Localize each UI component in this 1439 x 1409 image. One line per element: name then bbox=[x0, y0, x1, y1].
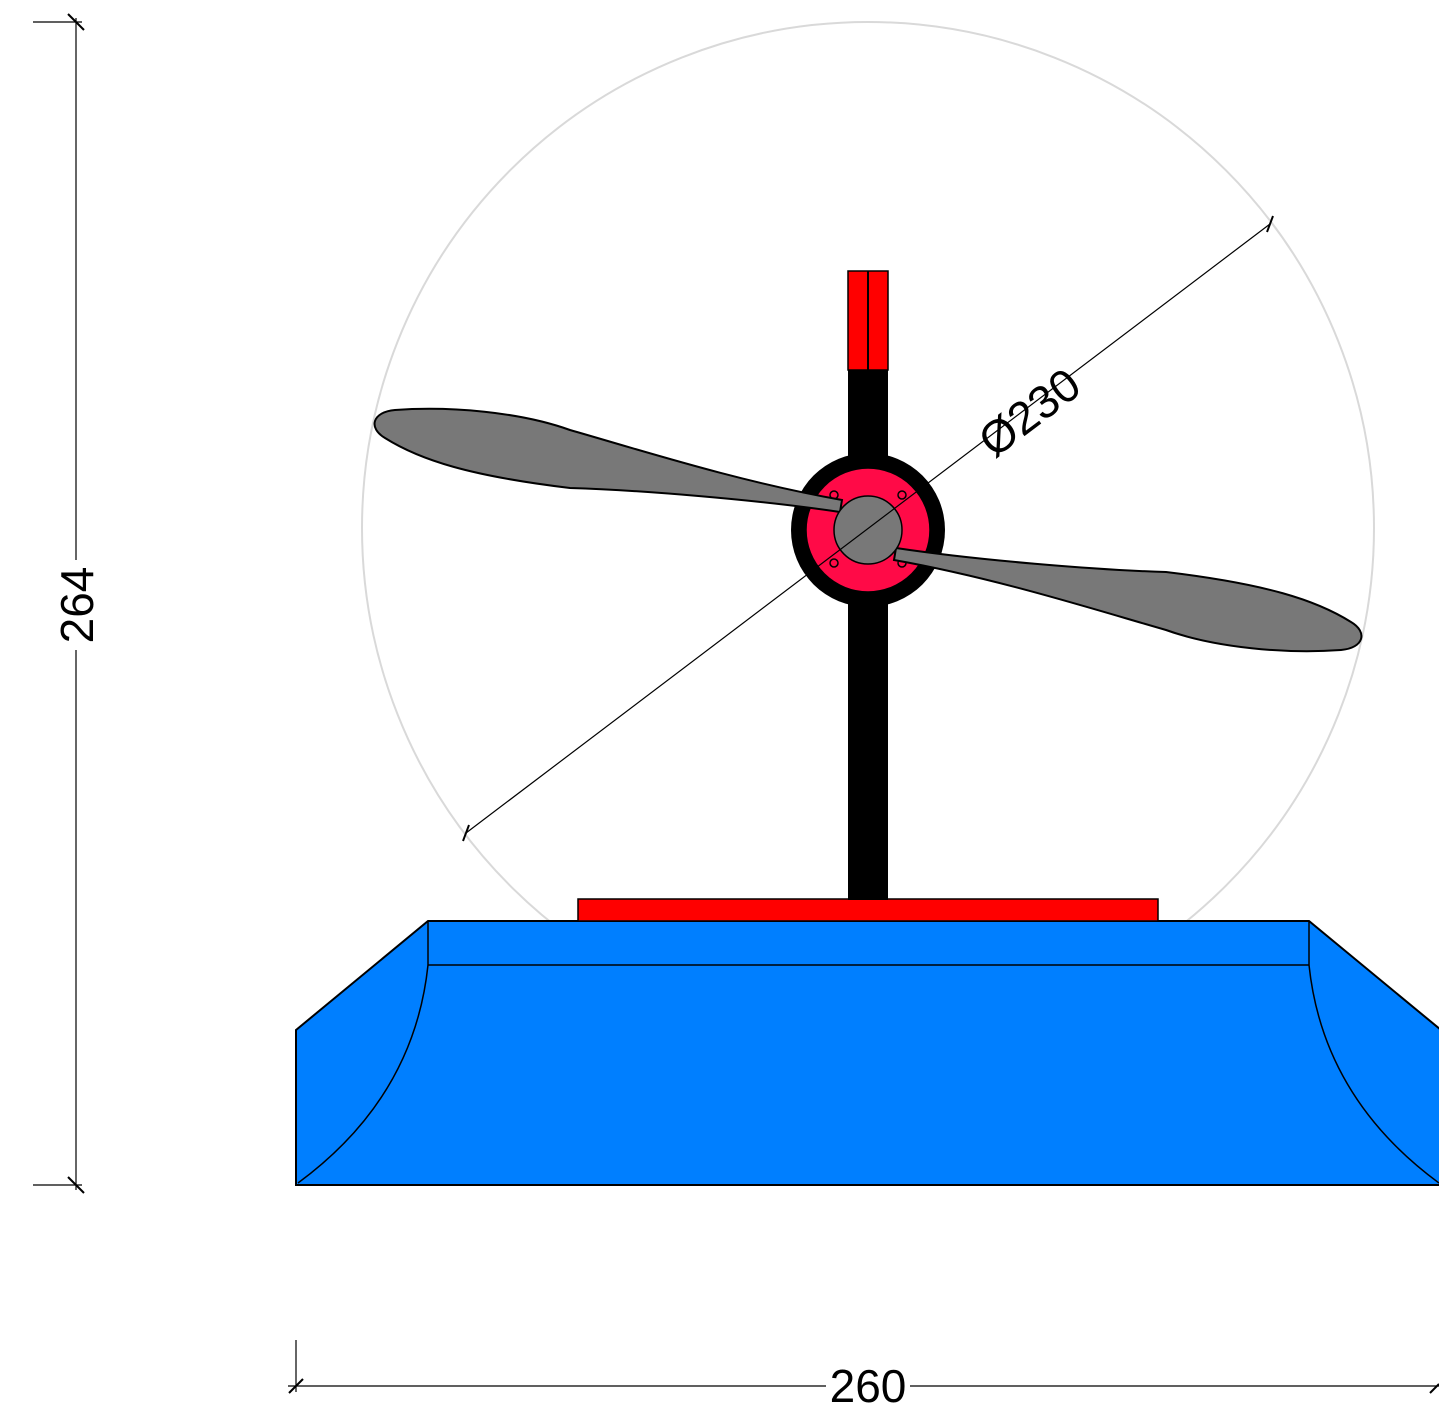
propeller-blade-right bbox=[892, 546, 1363, 653]
diameter-tick-top bbox=[1266, 215, 1274, 233]
propeller-blade-left bbox=[373, 407, 844, 514]
height-tick-top bbox=[67, 13, 85, 31]
diameter-line bbox=[465, 223, 1271, 834]
hub-bolt bbox=[897, 490, 907, 500]
height-label: 264 bbox=[51, 567, 103, 644]
height-dimension: 264 bbox=[33, 13, 103, 1194]
post-lower bbox=[848, 370, 888, 900]
width-dimension: 260 bbox=[288, 1340, 1439, 1409]
height-tick-bottom bbox=[67, 1176, 85, 1194]
hub-bolt bbox=[829, 558, 839, 568]
width-tick-left bbox=[288, 1378, 304, 1394]
mounting-plate bbox=[577, 898, 1159, 922]
propeller-spinner bbox=[833, 495, 903, 565]
height-label-gap bbox=[60, 560, 92, 650]
width-tick-right bbox=[1429, 1383, 1439, 1394]
base-left-curve bbox=[297, 964, 429, 1184]
base-body bbox=[295, 920, 1439, 1186]
base-right-curve bbox=[1308, 964, 1439, 1184]
diameter-tick-bottom bbox=[462, 824, 470, 842]
width-label: 260 bbox=[830, 1360, 907, 1409]
base-block bbox=[295, 920, 1439, 1186]
propeller-icon bbox=[373, 407, 1363, 653]
width-label-gap bbox=[826, 1362, 910, 1402]
